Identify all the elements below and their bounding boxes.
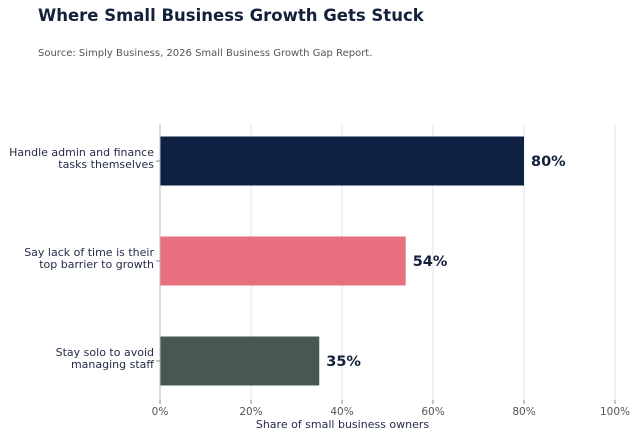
x-tick-label: 0%: [152, 406, 169, 418]
category-label-line: top barrier to growth: [39, 258, 154, 271]
bar-value-label: 54%: [413, 254, 448, 270]
bar-value-label: 80%: [531, 154, 566, 170]
x-axis-title: Share of small business owners: [256, 418, 430, 431]
bar: [160, 236, 406, 286]
x-tick-label: 60%: [421, 406, 444, 418]
category-label-line: Handle admin and finance: [9, 146, 154, 159]
chart-title: Where Small Business Growth Gets Stuck: [38, 6, 424, 25]
x-tick-label: 20%: [239, 406, 262, 418]
bar: [160, 136, 524, 186]
category-label: Handle admin and finance tasks themselves: [9, 146, 154, 171]
category-label: Stay solo to avoid managing staff: [56, 346, 155, 371]
x-tick-label: 80%: [512, 406, 535, 418]
bars: [160, 136, 524, 386]
chart-subtitle: Source: Simply Business, 2026 Small Busi…: [38, 48, 373, 59]
x-tick-label: 40%: [330, 406, 353, 418]
labels: 0% 20% 40% 60% 80% 100% 80% Handle admin and fi…: [9, 146, 630, 418]
category-label-line: Stay solo to avoid: [56, 346, 154, 359]
bar: [160, 336, 320, 386]
category-label: Say lack of time is their top barrier to …: [24, 246, 154, 271]
category-label-line: Say lack of time is their: [24, 246, 154, 259]
bar-value-label: 35%: [326, 354, 361, 370]
axes: [156, 124, 616, 404]
category-label-line: tasks themselves: [58, 158, 154, 171]
x-tick-label: 100%: [600, 406, 630, 418]
category-label-line: managing staff: [71, 358, 154, 371]
